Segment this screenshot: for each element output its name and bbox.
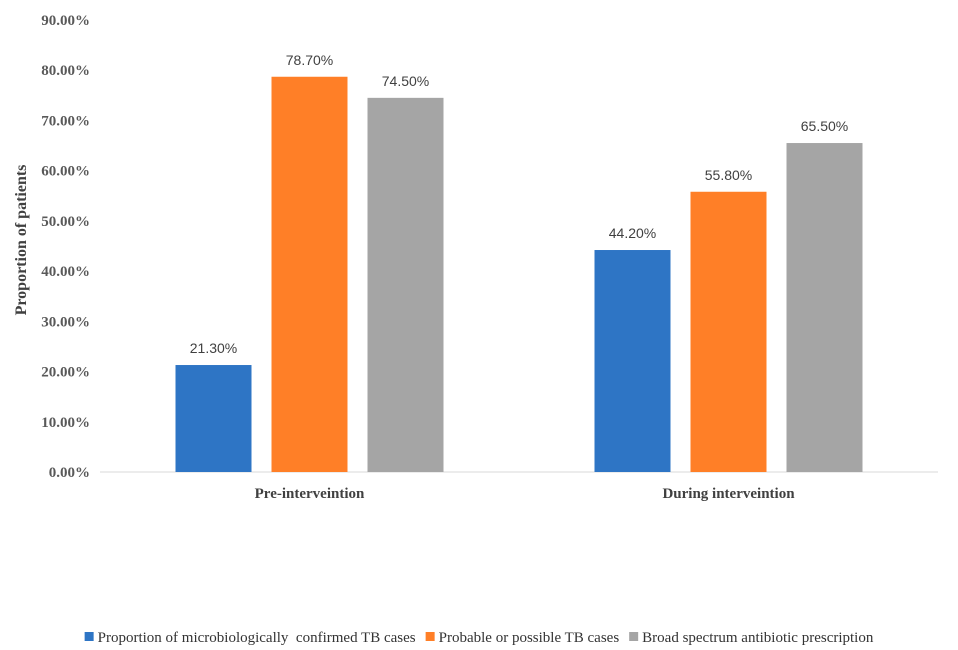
data-labels: 21.30% 78.70% 74.50% 44.20% 55.80% 65.50% bbox=[190, 52, 848, 356]
legend-item: Proportion of microbiologically confirme… bbox=[84, 630, 416, 646]
x-category-label: During interveintion bbox=[662, 486, 795, 502]
data-label: 74.50% bbox=[382, 73, 429, 89]
y-tick-label: 0.00% bbox=[49, 465, 90, 481]
x-category-label: Pre-interveintion bbox=[255, 486, 365, 502]
data-label: 21.30% bbox=[190, 340, 237, 356]
y-tick-label: 60.00% bbox=[41, 164, 90, 180]
y-tick-label: 80.00% bbox=[41, 63, 90, 79]
legend-label: Broad spectrum antibiotic prescription bbox=[642, 630, 874, 646]
legend-swatch bbox=[84, 632, 94, 641]
y-tick-label: 40.00% bbox=[41, 264, 90, 280]
x-axis-category-labels: Pre-interveintion During interveintion bbox=[255, 486, 796, 502]
bar bbox=[271, 76, 348, 473]
data-label: 55.80% bbox=[705, 167, 752, 183]
legend-item: Broad spectrum antibiotic prescription bbox=[629, 630, 874, 646]
y-tick-label: 10.00% bbox=[41, 415, 90, 431]
bar bbox=[367, 97, 444, 472]
legend: Proportion of microbiologically confirme… bbox=[84, 630, 874, 646]
data-label: 65.50% bbox=[801, 118, 848, 134]
y-tick-label: 50.00% bbox=[41, 214, 90, 230]
data-label: 78.70% bbox=[286, 52, 333, 68]
bar bbox=[175, 365, 252, 472]
legend-swatch bbox=[629, 632, 639, 641]
legend-swatch bbox=[425, 632, 435, 641]
y-axis-title: Proportion of patients bbox=[13, 165, 30, 316]
bar bbox=[690, 191, 767, 472]
legend-label: Probable or possible TB cases bbox=[439, 630, 620, 646]
y-tick-label: 90.00% bbox=[41, 13, 90, 29]
legend-label: Proportion of microbiologically confirme… bbox=[98, 630, 416, 646]
y-tick-label: 20.00% bbox=[41, 365, 90, 381]
legend-item: Probable or possible TB cases bbox=[425, 630, 620, 646]
bars bbox=[175, 76, 863, 473]
bar bbox=[594, 250, 671, 472]
y-axis-ticks: 0.00% 10.00% 20.00% 30.00% 40.00% 50.00% 60.00… bbox=[41, 13, 90, 481]
bar bbox=[786, 143, 863, 473]
data-label: 44.20% bbox=[609, 225, 656, 241]
y-tick-label: 30.00% bbox=[41, 314, 90, 330]
y-tick-label: 70.00% bbox=[41, 113, 90, 129]
